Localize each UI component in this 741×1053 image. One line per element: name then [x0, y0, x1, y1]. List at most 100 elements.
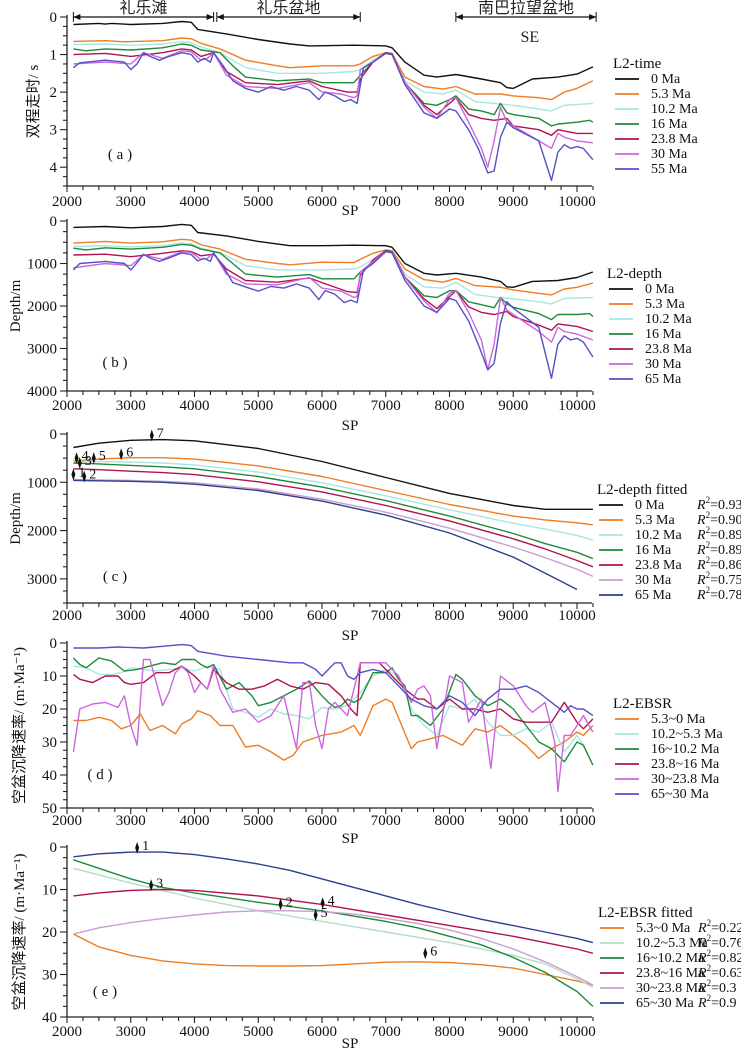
series-line-23-8-Ma — [73, 48, 593, 137]
y-axis-title: 空盆沉降速率/ (m·Ma⁻¹) — [11, 647, 28, 804]
y-tick-label: 4 — [50, 160, 58, 176]
region-label: 南巴拉望盆地 — [478, 0, 574, 17]
legend-r2: R2=0.76 — [697, 933, 741, 951]
x-tick-label: 10000 — [558, 1024, 596, 1040]
x-tick-label: 6000 — [307, 1024, 337, 1040]
arrow-right-icon — [206, 14, 214, 20]
marker-label: 5 — [321, 906, 328, 921]
y-tick-label: 0 — [50, 840, 58, 856]
x-tick-label: 2000 — [52, 194, 82, 210]
legend-r2: R2=0.93 — [696, 495, 741, 513]
direction-label: SE — [520, 29, 539, 46]
x-tick-label: 9000 — [498, 813, 528, 829]
y-tick-label: 4000 — [27, 384, 57, 400]
legend-title: L2-time — [613, 56, 662, 72]
r2-symbol: R — [696, 573, 706, 588]
series-line-0-Ma — [73, 438, 593, 510]
marker-label: 6 — [126, 445, 133, 460]
marker-diamond — [320, 897, 325, 910]
legend-r2: R2=0.75 — [696, 570, 741, 588]
y-tick-label: 0 — [50, 636, 58, 652]
marker-diamond — [71, 468, 76, 481]
series-line-30-Ma — [73, 478, 594, 578]
r2-value: =0.78 — [710, 588, 741, 603]
legend-label: 30~23.8 Ma — [651, 772, 720, 787]
r2-symbol: R — [696, 528, 706, 543]
legend-label: 0 Ma — [651, 72, 681, 87]
y-tick-label: 20 — [42, 702, 57, 718]
x-tick-label: 3000 — [116, 813, 146, 829]
legend-r2: R2=0.3 — [697, 978, 736, 996]
r2-value: =0.63 — [711, 966, 741, 981]
y-tick-label: 10 — [42, 883, 57, 899]
series-line-5-3-Ma — [73, 238, 594, 296]
series-line-23-8-Ma — [73, 468, 594, 568]
r2-symbol: R — [696, 558, 706, 573]
series-line-23-8-Ma — [73, 250, 594, 333]
legend-label: 23.8 Ma — [635, 558, 682, 573]
legend-label: 65~30 Ma — [651, 787, 710, 802]
x-tick-label: 6000 — [307, 813, 337, 829]
x-axis-title: SP — [342, 1036, 359, 1052]
legend-label: 30 Ma — [645, 357, 682, 372]
r2-superscript: 2 — [706, 525, 711, 535]
legend-title: L2-EBSR — [613, 696, 672, 712]
x-tick-label: 4000 — [180, 813, 210, 829]
x-tick-label: 8000 — [435, 1024, 465, 1040]
marker-label: 6 — [430, 944, 437, 959]
x-tick-label: 4000 — [180, 1024, 210, 1040]
legend-r2: R2=0.22 — [697, 918, 741, 936]
legend-r2: R2=0.9 — [697, 993, 736, 1011]
y-axis-title: 双程走时/ s — [25, 64, 42, 138]
legend-label: 16 Ma — [645, 327, 682, 342]
y-tick-label: 10 — [42, 669, 57, 685]
y-axis-title: Depth/m — [8, 279, 24, 332]
legend-label: 23.8~16 Ma — [636, 966, 705, 981]
y-tick-label: 1 — [50, 48, 58, 64]
series-line-16-Ma — [73, 243, 594, 321]
marker-diamond — [423, 947, 428, 960]
panel-label: ( d ) — [88, 767, 113, 783]
r2-superscript: 2 — [706, 570, 711, 580]
x-tick-label: 7000 — [371, 398, 401, 414]
x-tick-label: 5000 — [243, 398, 273, 414]
series-line-16-Ma — [73, 462, 594, 560]
x-tick-label: 3000 — [116, 194, 146, 210]
legend-label: 23.8 Ma — [651, 132, 698, 147]
legend-r2: R2=0.90 — [696, 510, 741, 528]
x-axis-title: SP — [342, 831, 359, 847]
legend-label: 30~23.8 Ma — [636, 981, 705, 996]
y-tick-label: 0 — [50, 214, 58, 230]
r2-value: =0.75 — [710, 573, 741, 588]
series-line-30-Ma — [73, 50, 593, 168]
x-tick-label: 10000 — [558, 398, 596, 414]
r2-value: =0.22 — [711, 921, 741, 936]
r2-value: =0.89 — [710, 543, 741, 558]
x-tick-label: 5000 — [243, 194, 273, 210]
x-tick-label: 7000 — [371, 194, 401, 210]
y-tick-label: 2000 — [27, 299, 57, 315]
x-tick-label: 5000 — [243, 608, 273, 624]
x-tick-label: 7000 — [371, 813, 401, 829]
y-tick-label: 40 — [42, 768, 57, 784]
marker-diamond — [149, 429, 154, 442]
r2-symbol: R — [697, 996, 707, 1011]
x-tick-label: 4000 — [180, 398, 210, 414]
series-line-10-2-5-3-Ma — [73, 867, 594, 988]
series-line-65-30-Ma — [73, 643, 594, 717]
marker-diamond — [119, 448, 124, 461]
x-tick-label: 8000 — [435, 194, 465, 210]
x-tick-label: 4000 — [180, 608, 210, 624]
r2-symbol: R — [696, 588, 706, 603]
r2-symbol: R — [696, 498, 706, 513]
series-line-30-23-8-Ma — [73, 910, 594, 986]
marker-label: 1 — [78, 466, 85, 481]
region-arrow: 礼乐滩 — [72, 0, 215, 22]
marker-label: 3 — [156, 876, 163, 891]
arrow-left-icon — [73, 14, 81, 20]
series-line-5-3-Ma — [73, 37, 594, 101]
r2-superscript: 2 — [706, 555, 711, 565]
legend-label: 5.3~0 Ma — [636, 921, 691, 936]
legend-label: 5.3 Ma — [651, 87, 691, 102]
r2-symbol: R — [697, 966, 707, 981]
